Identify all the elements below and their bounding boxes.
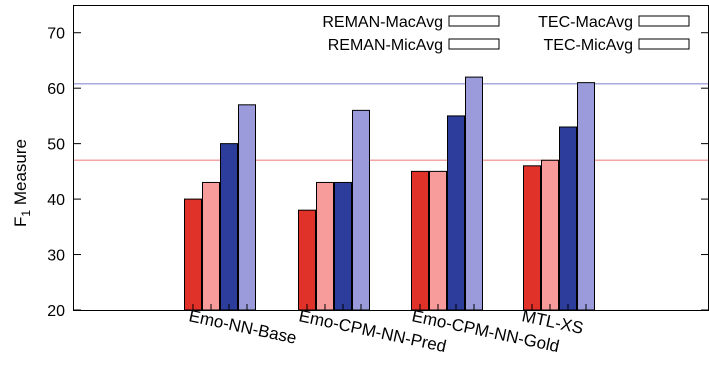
category-labels: Emo-NN-BaseEmo-CPM-NN-PredEmo-CPM-NN-Gol… xyxy=(187,306,585,356)
y-tick-label-60: 60 xyxy=(47,81,65,98)
bar-emo-cpm-nn-pred-reman-macavg xyxy=(298,209,316,311)
bar-emo-nn-base-reman-micavg xyxy=(202,181,220,311)
reference-lines xyxy=(73,82,709,162)
bar-emo-cpm-nn-gold-reman-macavg xyxy=(411,170,429,311)
bar-emo-cpm-nn-gold-tec-micavg xyxy=(465,76,483,311)
y-axis-label-main: F xyxy=(11,217,30,227)
legend-label-4: TEC-MicAvg xyxy=(544,37,634,54)
bar-mtl-xs-tec-macavg xyxy=(559,126,577,311)
bar-emo-cpm-nn-pred-tec-macavg xyxy=(334,181,352,311)
y-tick-label-30: 30 xyxy=(47,248,65,265)
y-axis-label-rest: Measure xyxy=(11,139,30,210)
y-tick-label-70: 70 xyxy=(47,26,65,43)
y-axis-label-subscript: 1 xyxy=(19,210,33,217)
legend-label-3: TEC-MacAvg xyxy=(538,14,633,31)
bar-mtl-xs-tec-micavg xyxy=(577,82,595,311)
y-tick-label-50: 50 xyxy=(47,137,65,154)
category-label-1: Emo-NN-Base xyxy=(187,306,298,347)
bar-emo-cpm-nn-gold-tec-macavg xyxy=(447,115,465,311)
legend-swatch-2 xyxy=(448,38,500,50)
bar-emo-cpm-nn-pred-reman-micavg xyxy=(316,181,334,311)
bar-emo-nn-base-tec-macavg xyxy=(220,143,238,311)
bars xyxy=(184,76,595,311)
y-axis-label: F1 Measure xyxy=(11,139,33,227)
bar-emo-nn-base-reman-macavg xyxy=(184,198,202,311)
legend-swatch-1 xyxy=(448,15,500,27)
bar-emo-nn-base-tec-micavg xyxy=(238,104,256,311)
bar-mtl-xs-reman-micavg xyxy=(541,159,559,311)
legend-swatch-4 xyxy=(638,38,690,50)
y-tick-label-40: 40 xyxy=(47,192,65,209)
legend-label-1: REMAN-MacAvg xyxy=(322,14,443,31)
y-tick-label-20: 20 xyxy=(47,303,65,320)
bar-emo-cpm-nn-pred-tec-micavg xyxy=(352,109,370,311)
y-axis-ticks: 20 30 40 50 60 70 xyxy=(47,26,709,320)
legend: REMAN-MacAvg REMAN-MicAvg TEC-MacAvg TEC-Mi… xyxy=(322,14,690,54)
bar-emo-cpm-nn-gold-reman-micavg xyxy=(429,170,447,311)
legend-swatch-3 xyxy=(638,15,690,27)
bar-mtl-xs-reman-macavg xyxy=(523,165,541,311)
legend-label-2: REMAN-MicAvg xyxy=(328,37,443,54)
